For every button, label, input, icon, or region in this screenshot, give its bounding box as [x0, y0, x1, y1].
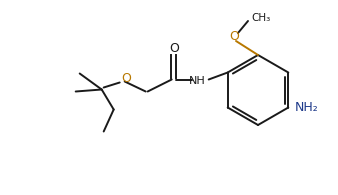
Text: O: O — [169, 42, 178, 55]
Text: NH₂: NH₂ — [294, 101, 318, 114]
Text: O: O — [229, 30, 239, 43]
Text: CH₃: CH₃ — [251, 13, 270, 23]
Text: O: O — [121, 72, 130, 85]
Text: NH: NH — [189, 75, 206, 85]
